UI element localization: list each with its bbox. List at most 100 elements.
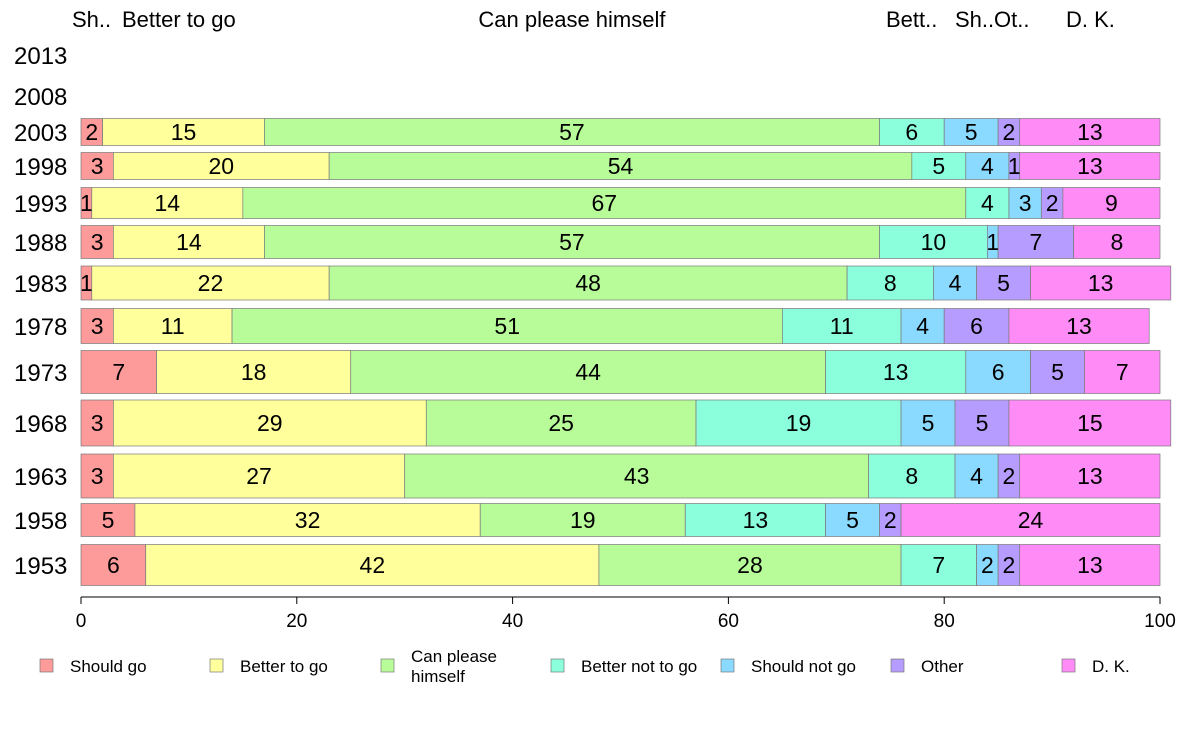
data-label-1978-6: 13 [1066, 313, 1092, 339]
bar-segment-1998-4 [965, 152, 1010, 180]
data-label-2003-3: 6 [905, 119, 918, 145]
bar-segment-2003-6 [1019, 118, 1161, 146]
year-label-1963: 1963 [14, 464, 67, 491]
x-tick-label-60: 60 [718, 611, 739, 632]
data-label-2003-0: 2 [85, 119, 98, 145]
bar-segment-1963-4 [954, 453, 999, 499]
bar-segment-1953-1 [145, 544, 600, 586]
year-label-1973: 1973 [14, 360, 67, 387]
legend-label-4: Should not go [751, 657, 856, 676]
bar-segment-1963-1 [113, 453, 406, 499]
data-label-1973-1: 18 [241, 359, 267, 385]
bar-segment-1968-6 [1008, 399, 1172, 447]
data-label-1958-0: 5 [102, 507, 115, 533]
year-label-2003: 2003 [14, 120, 67, 147]
bar-segment-1968-4 [900, 399, 956, 447]
legend-label-2-0: Can please [411, 647, 497, 666]
legend-label-6: D. K. [1092, 657, 1130, 676]
bar-segment-1953-3 [900, 544, 977, 586]
data-label-1993-3: 4 [981, 190, 994, 216]
data-label-1963-5: 2 [1003, 463, 1016, 489]
data-label-1953-5: 2 [1003, 552, 1016, 578]
data-label-2003-5: 2 [1003, 119, 1016, 145]
bar-segment-1998-2 [328, 152, 913, 180]
year-label-1968: 1968 [14, 411, 67, 438]
x-tick-label-20: 20 [286, 611, 307, 632]
data-label-1988-2: 57 [559, 229, 585, 255]
year-label-1983: 1983 [14, 271, 67, 298]
bar-segment-2003-3 [879, 118, 945, 146]
data-label-1998-5: 1 [1008, 153, 1021, 179]
bar-segment-1998-6 [1019, 152, 1161, 180]
data-label-1958-2: 19 [570, 507, 596, 533]
bar-segment-1958-6 [900, 503, 1161, 537]
data-label-2003-4: 5 [965, 119, 978, 145]
data-label-1978-4: 4 [916, 313, 929, 339]
data-label-1958-6: 24 [1018, 507, 1044, 533]
top-label-6: D. K. [1066, 7, 1115, 32]
bar-segment-1963-3 [868, 453, 956, 499]
data-label-1978-3: 11 [830, 313, 854, 339]
data-label-1968-5: 5 [976, 410, 989, 436]
bar-segment-1988-5 [997, 225, 1075, 259]
bar-segment-1983-1 [91, 265, 330, 301]
bar-segment-1993-1 [91, 187, 244, 219]
legend-swatch-0 [39, 658, 54, 673]
data-label-1958-3: 13 [743, 507, 769, 533]
data-label-1968-4: 5 [922, 410, 935, 436]
data-label-1988-5: 7 [1030, 229, 1043, 255]
data-label-1958-5: 2 [884, 507, 897, 533]
bar-segment-1968-2 [425, 399, 697, 447]
bar-segment-1978-4 [900, 308, 945, 344]
data-label-1963-6: 13 [1077, 463, 1103, 489]
bar-segment-1983-6 [1030, 265, 1172, 301]
data-label-1993-6: 9 [1105, 190, 1118, 216]
bar-segment-1993-4 [1008, 187, 1042, 219]
data-label-1963-2: 43 [624, 463, 650, 489]
bar-segment-1958-4 [825, 503, 880, 537]
bar-segment-1968-5 [954, 399, 1010, 447]
data-label-1998-4: 4 [981, 153, 994, 179]
bar-segment-1963-2 [404, 453, 870, 499]
data-label-2003-1: 15 [171, 119, 197, 145]
bars: 2 15 57 6 5 2 133 20 54 5 4 1 131 14 67 4 3 2 93 14 57 10 1 7 81… [80, 118, 1172, 586]
top-label-2: Can please himself [478, 7, 666, 32]
bar-segment-1993-6 [1062, 187, 1161, 219]
legend-swatch-1 [209, 658, 224, 673]
data-label-1993-1: 14 [155, 190, 181, 216]
x-tick-label-40: 40 [502, 611, 523, 632]
data-label-1963-4: 4 [970, 463, 983, 489]
bar-segment-1988-3 [879, 225, 988, 259]
data-label-1988-3: 10 [921, 229, 947, 255]
data-label-1953-6: 13 [1077, 552, 1103, 578]
bar-segment-1953-0 [80, 544, 147, 586]
year-labels: 2013 2008 2003 1998 1993 1988 1983 1978 1973 1968… [14, 43, 67, 580]
year-label-1958: 1958 [14, 508, 67, 535]
bar-segment-1983-5 [976, 265, 1031, 301]
data-label-1983-0: 1 [80, 270, 93, 296]
bar-segment-1973-5 [1030, 350, 1085, 394]
bar-segment-1973-2 [350, 350, 826, 394]
data-label-1973-6: 7 [1116, 359, 1129, 385]
bar-segment-2003-2 [264, 118, 880, 146]
bar-segment-1988-2 [264, 225, 880, 259]
bar-segment-1953-6 [1019, 544, 1161, 586]
bar-segment-1973-3 [825, 350, 967, 394]
data-label-1968-6: 15 [1077, 410, 1103, 436]
year-label-1953: 1953 [14, 553, 67, 580]
legend-label-0: Should go [70, 657, 147, 676]
year-label-2008: 2008 [14, 84, 67, 111]
data-label-1993-4: 3 [1019, 190, 1032, 216]
data-label-1983-4: 4 [949, 270, 962, 296]
top-label-1: Better to go [122, 7, 236, 32]
data-label-1998-3: 5 [932, 153, 945, 179]
data-label-1973-2: 44 [575, 359, 601, 385]
data-label-1973-4: 6 [992, 359, 1005, 385]
top-label-0: Sh.. [72, 7, 111, 32]
top-labels: Sh.. Better to go Can please himself Bett..… [72, 7, 1115, 32]
bar-segment-2003-1 [102, 118, 265, 146]
data-label-1988-0: 3 [91, 229, 104, 255]
top-label-4: Sh.. [955, 7, 994, 32]
